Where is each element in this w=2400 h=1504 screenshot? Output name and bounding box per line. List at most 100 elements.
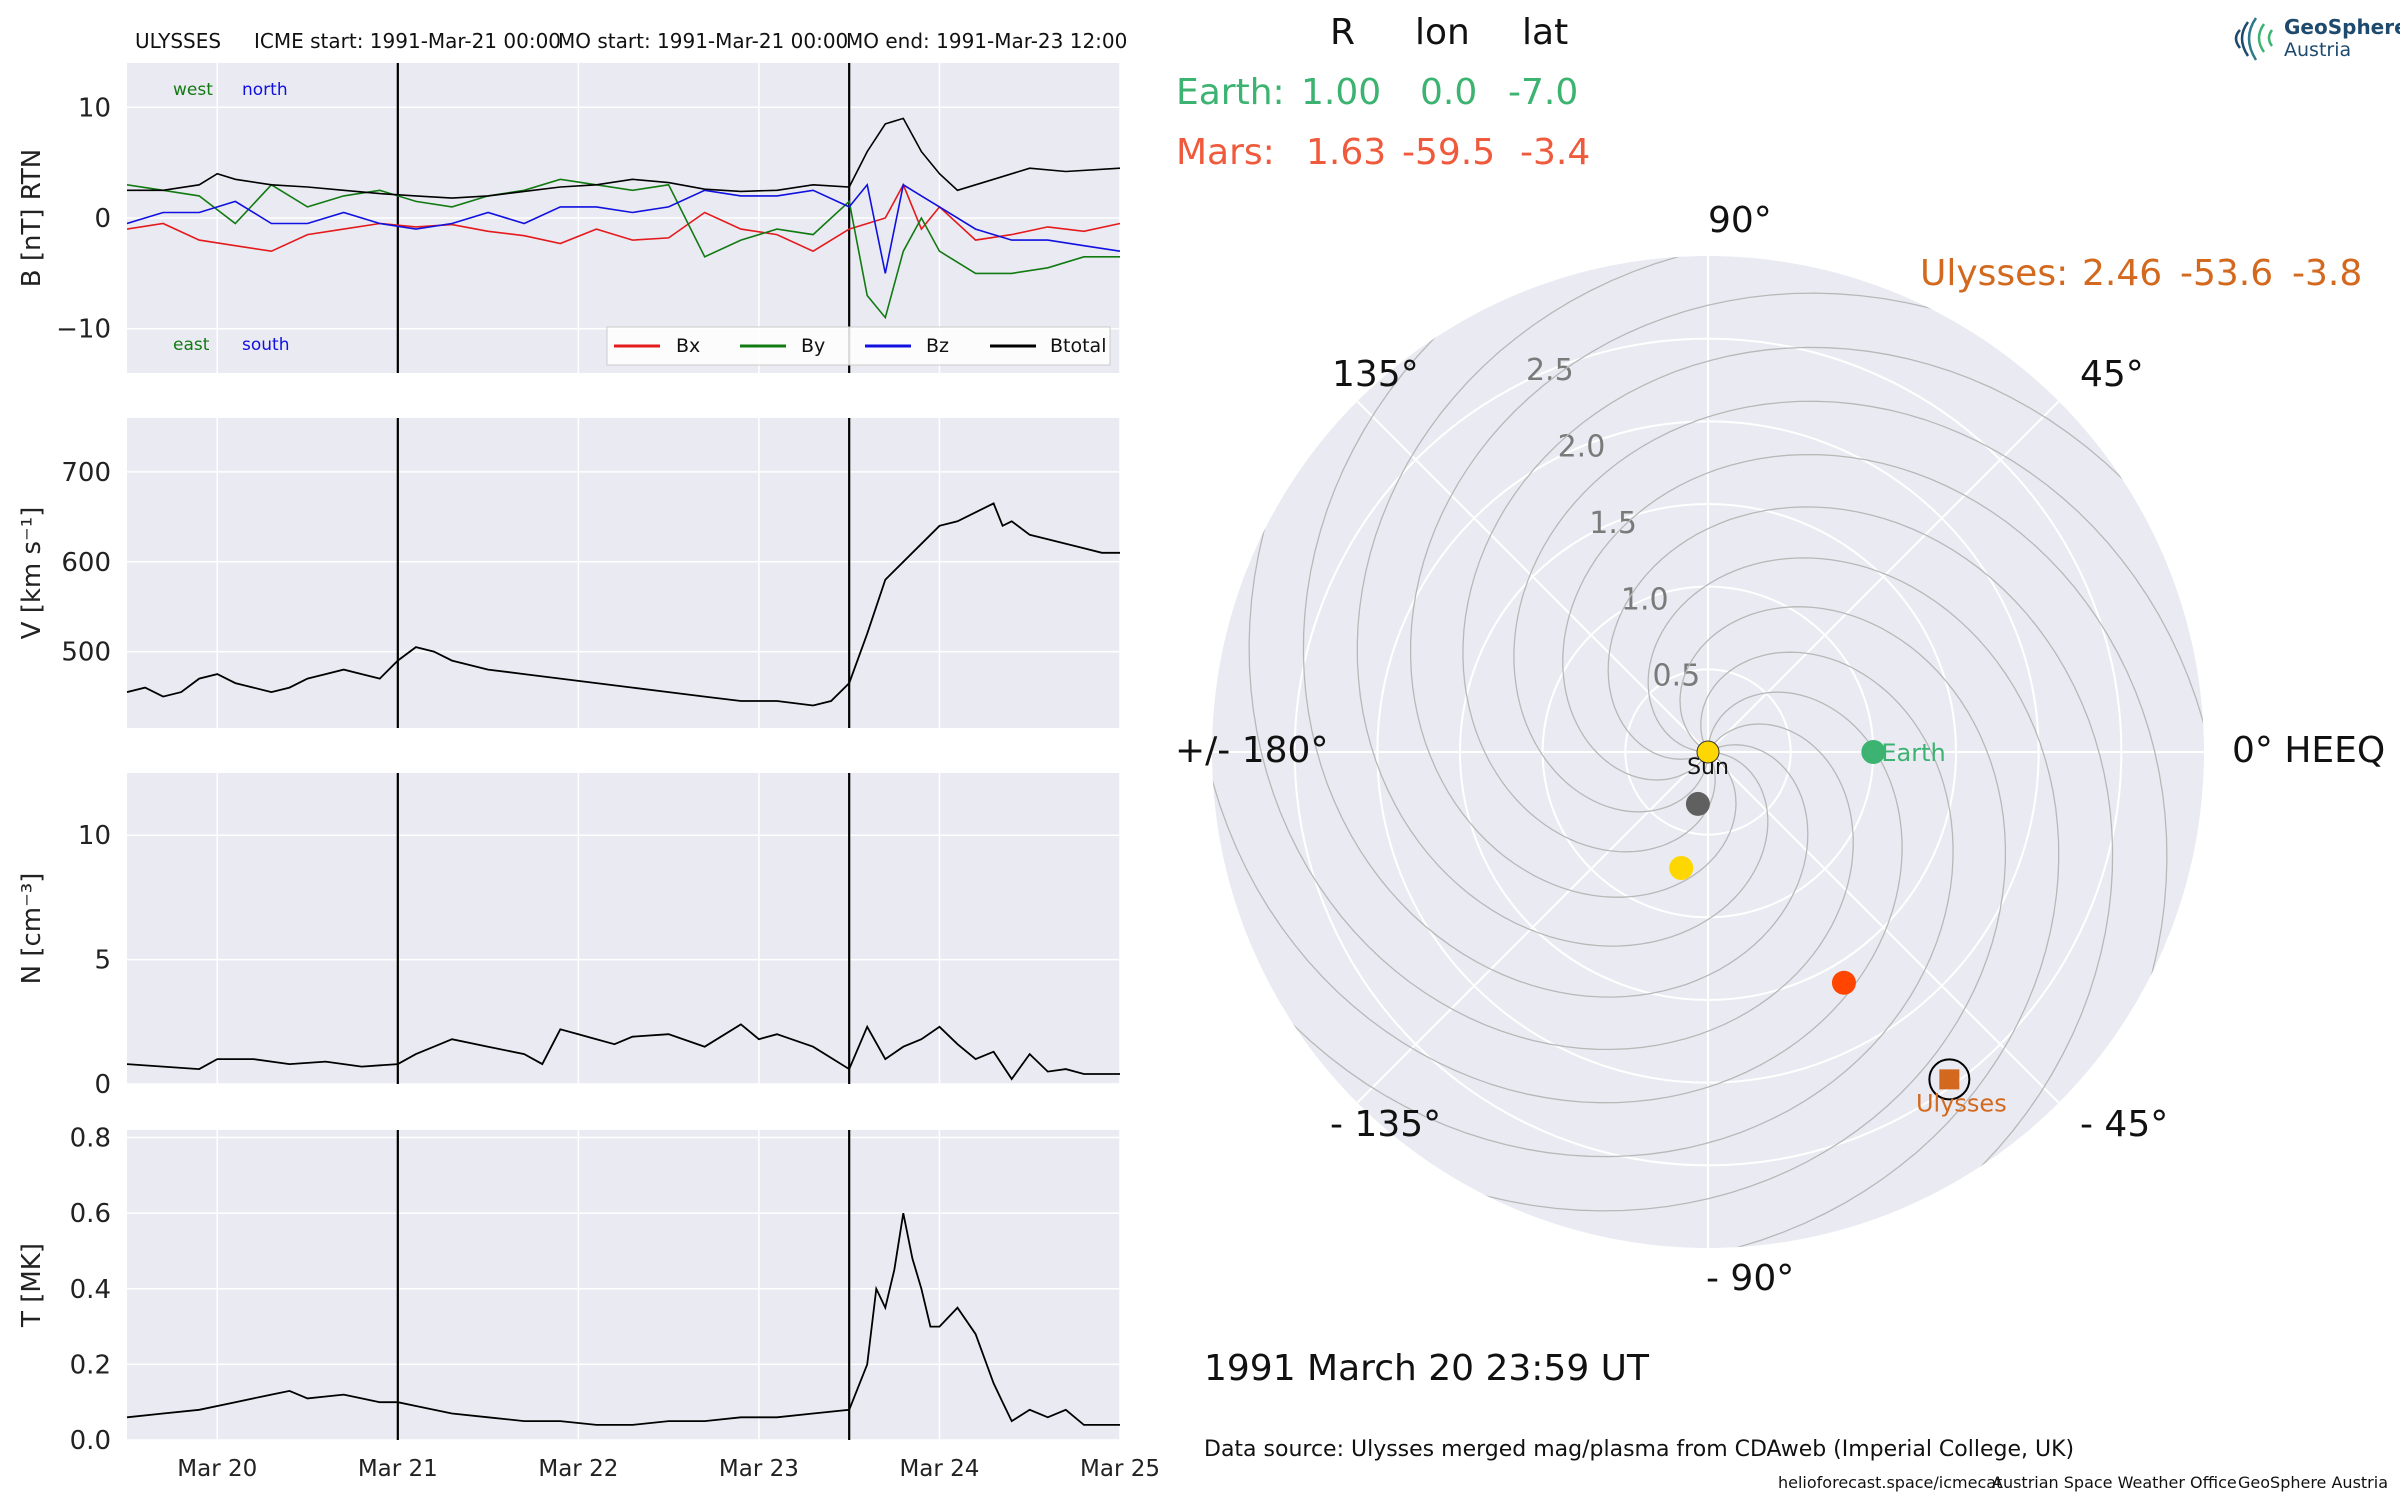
ulysses-lon: -53.6	[2180, 253, 2273, 294]
polar-angle-label: 45°	[2080, 354, 2144, 395]
n-panel-background	[127, 773, 1120, 1084]
polar-r-tick-label: 1.5	[1589, 506, 1637, 541]
polar-spiral-line	[1409, 292, 2063, 898]
polar-spiral-line	[1607, 506, 2114, 1248]
polar-spiral-line	[1302, 256, 1809, 998]
earth-marker	[1861, 740, 1886, 764]
legend-label-bx: Bx	[676, 335, 700, 357]
footer: helioforecast.space/icmecat Austrian Spa…	[1778, 1473, 2388, 1492]
x-tick-label: Mar 22	[538, 1456, 618, 1482]
mars-lon: -59.5	[1402, 132, 1495, 173]
position-table: R lon lat Earth: 1.00 0.0 -7.0 Mars: 1.6…	[1176, 12, 2362, 294]
footer-office: Austrian Space Weather Office	[1992, 1473, 2237, 1492]
col-header-lon: lon	[1415, 12, 1470, 53]
polar-angle-label: - 45°	[2080, 1104, 2168, 1145]
polar-angle-label: - 90°	[1706, 1258, 1794, 1299]
polar-spiral-line	[1248, 397, 1854, 1051]
earth-label: Earth:	[1176, 72, 1285, 113]
earth-point-label: Earth	[1881, 739, 1945, 767]
col-header-lat: lat	[1522, 12, 1568, 53]
polar-angle-label: - 135°	[1330, 1104, 1441, 1145]
polar-r-tick-label: 0.5	[1653, 659, 1701, 694]
sun-point-label: Sun	[1687, 755, 1729, 780]
n-ytick-label: 0	[94, 1070, 111, 1100]
n-ytick-label: 10	[78, 821, 111, 851]
b-ytick-label: 0	[94, 204, 111, 234]
west-label: west	[173, 80, 213, 100]
b-legend: Bx By Bz Btotal	[606, 326, 1111, 366]
t-ylabel: T [MK]	[17, 1243, 47, 1328]
mars-r: 1.63	[1306, 132, 1386, 173]
t-series-line	[126, 1213, 1120, 1426]
earth-lon: 0.0	[1420, 72, 1477, 113]
ulysses-lat: -3.8	[2292, 253, 2362, 294]
polar-angle-label: 135°	[1332, 354, 1419, 395]
legend-label-bz: Bz	[926, 335, 949, 357]
footer-site: helioforecast.space/icmecat	[1778, 1473, 2002, 1492]
legend-label-by: By	[801, 335, 825, 357]
south-label: south	[242, 335, 289, 355]
b-series-line-bz	[126, 182, 1121, 274]
header: ULYSSES ICME start: 1991-Mar-21 00:00 MO…	[135, 29, 1127, 53]
mo-end-label: MO end: 1991-Mar-23 12:00	[846, 29, 1127, 53]
north-label: north	[242, 80, 288, 100]
t-ytick-label: 0.4	[70, 1275, 111, 1305]
ulysses-marker	[1939, 1069, 1960, 1090]
legend-label-btotal: Btotal	[1050, 335, 1106, 357]
x-tick-label: Mar 24	[899, 1456, 979, 1482]
t-ytick-label: 0.2	[70, 1350, 111, 1380]
polar-angle-label: 90°	[1708, 200, 1772, 241]
polar-r-tick-label: 2.5	[1526, 353, 1574, 388]
polar-spiral-line	[1562, 453, 2168, 1107]
v-panel-background	[127, 418, 1120, 728]
logo-name: GeoSphere	[2284, 15, 2400, 39]
polar-spiral-line	[1212, 638, 1903, 1104]
ulysses-r: 2.46	[2082, 253, 2162, 294]
mars-lat: -3.4	[1520, 132, 1590, 173]
t-ytick-label: 0.6	[70, 1199, 111, 1229]
b-series-line-btotal	[127, 117, 1121, 199]
east-label: east	[173, 335, 210, 355]
geosphere-logo: GeoSphere Austria	[2234, 15, 2400, 61]
polar-spiral-line	[1356, 256, 1822, 947]
timestamp: 1991 March 20 23:59 UT	[1204, 1348, 1650, 1389]
sun-marker	[1696, 740, 1720, 764]
t-panel-background	[127, 1130, 1120, 1440]
footer-org: GeoSphere Austria	[2238, 1473, 2388, 1492]
earth-lat: -7.0	[1508, 72, 1578, 113]
b-series-line-by	[126, 178, 1120, 320]
polar-spiral-line	[1462, 346, 2204, 853]
logo-country: Austria	[2284, 39, 2351, 61]
b-ytick-label: −10	[56, 315, 111, 345]
v-ytick-label: 600	[61, 548, 111, 578]
n-ylabel: N [cm⁻³]	[17, 873, 47, 985]
v-ylabel: V [km s⁻¹]	[17, 507, 47, 640]
polar-angle-label: +/- 180°	[1175, 730, 1328, 771]
ulysses-highlight-ring	[1928, 1058, 1971, 1101]
ulysses-label: Ulysses:	[1920, 253, 2068, 294]
x-tick-label: Mar 23	[719, 1456, 799, 1482]
data-source: Data source: Ulysses merged mag/plasma f…	[1204, 1437, 2074, 1462]
polar-spiral-line	[1594, 557, 2060, 1248]
icme-start-label: ICME start: 1991-Mar-21 00:00	[254, 29, 561, 53]
v-panel: 700 600 500 V [km s⁻¹]	[17, 418, 1121, 728]
b-series-line-bx	[126, 182, 1121, 253]
earth-r: 1.00	[1301, 72, 1381, 113]
v-ytick-label: 500	[61, 638, 111, 668]
polar-spirals	[1212, 256, 2204, 1248]
n-ytick-label: 5	[94, 946, 111, 976]
polar-angle-label: 0° HEEQ	[2232, 730, 2385, 771]
mars-label: Mars:	[1176, 132, 1275, 173]
mo-start-label: MO start: 1991-Mar-21 00:00	[558, 29, 848, 53]
t-panel: 0.8 0.6 0.4 0.2 0.0 T [MK] Mar 20 Mar 21 Mar 22 M…	[17, 1124, 1160, 1482]
b-annotations: west north east south	[173, 80, 289, 355]
x-tick-label: Mar 21	[358, 1456, 438, 1482]
polar-r-tick-label: 2.0	[1558, 430, 1606, 465]
x-tick-label: Mar 25	[1080, 1456, 1160, 1482]
v-ytick-label: 700	[61, 458, 111, 488]
v-series-line	[126, 502, 1120, 707]
n-series-line	[126, 1023, 1120, 1081]
